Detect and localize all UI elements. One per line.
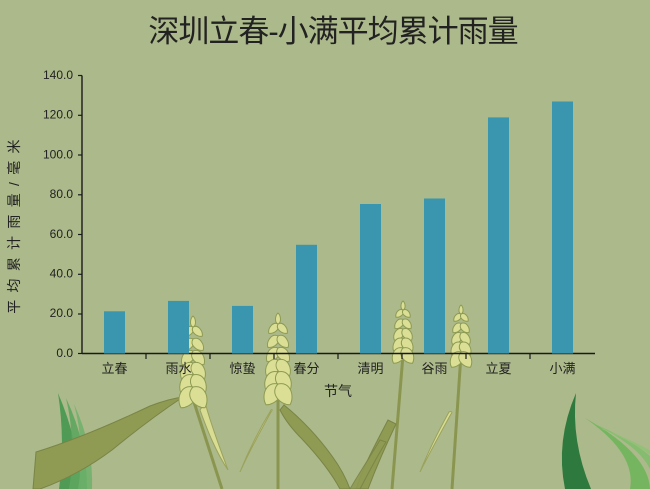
- svg-text:0.0: 0.0: [56, 346, 73, 360]
- svg-text:120.0: 120.0: [43, 108, 73, 122]
- svg-text:谷雨: 谷雨: [421, 361, 447, 376]
- svg-text:立春: 立春: [101, 361, 127, 376]
- svg-text:清明: 清明: [357, 361, 383, 376]
- svg-text:40.0: 40.0: [50, 267, 74, 281]
- svg-text:小满: 小满: [549, 361, 575, 376]
- svg-text:60.0: 60.0: [50, 227, 74, 241]
- svg-text:100.0: 100.0: [43, 147, 73, 161]
- svg-text:140.0: 140.0: [43, 68, 73, 82]
- svg-text:平均累计雨量/毫米: 平均累计雨量/毫米: [6, 132, 22, 314]
- svg-text:20.0: 20.0: [50, 306, 74, 320]
- svg-text:节气: 节气: [324, 383, 352, 399]
- svg-text:春分: 春分: [293, 361, 319, 376]
- svg-text:80.0: 80.0: [50, 187, 74, 201]
- svg-text:立夏: 立夏: [485, 361, 511, 376]
- svg-text:雨水: 雨水: [165, 361, 191, 376]
- svg-text:深圳立春-小满平均累计雨量: 深圳立春-小满平均累计雨量: [148, 14, 517, 49]
- svg-text:惊蛰: 惊蛰: [229, 361, 255, 376]
